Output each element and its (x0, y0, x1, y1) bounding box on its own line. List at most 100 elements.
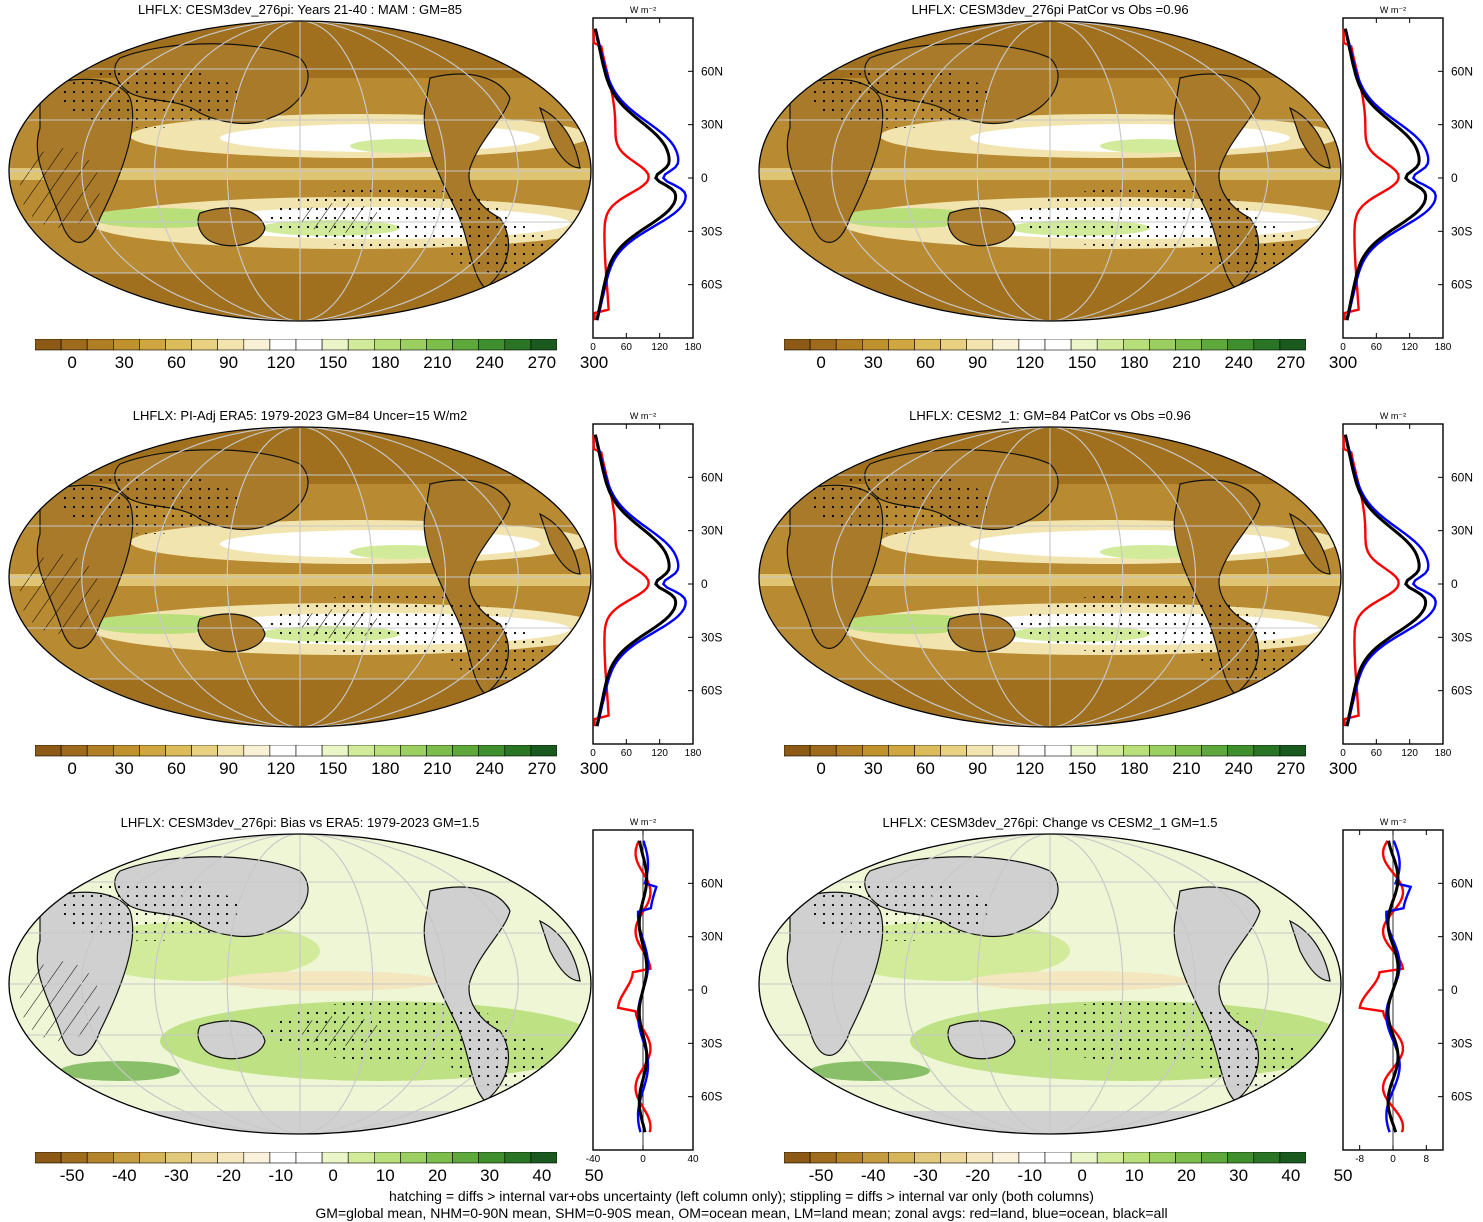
colorbar-swatch (1097, 745, 1123, 756)
colorbar-label: 210 (412, 353, 462, 373)
colorbar-label: 120 (1005, 353, 1055, 373)
colorbar-swatch (218, 1152, 244, 1163)
colorbar-label: 90 (953, 353, 1003, 373)
colorbar-swatch (270, 339, 296, 350)
colorbar-label: 40 (1266, 1166, 1316, 1186)
colorbar-swatch (915, 745, 941, 756)
zonal-x-tick: 120 (651, 748, 668, 759)
colorbar-swatch (296, 1152, 322, 1163)
colorbar-label: 270 (1266, 759, 1316, 779)
colorbar-swatch (400, 1152, 426, 1163)
robinson-map-bias (0, 831, 600, 1141)
colorbar-swatch (427, 1152, 453, 1163)
colorbar-swatch (531, 1152, 557, 1163)
colorbar-swatch (1149, 339, 1175, 350)
zonal-lat-tick: 60N (1451, 470, 1473, 484)
zonal-units-label: W m⁻² (1380, 411, 1406, 421)
zonal-lat-tick: 0 (701, 983, 708, 997)
colorbar-swatch (87, 339, 113, 350)
colorbar-label: -20 (953, 1166, 1003, 1186)
colorbar-label: -10 (1005, 1166, 1055, 1186)
colorbar-label: 10 (1109, 1166, 1159, 1186)
colorbar-swatch (1254, 745, 1280, 756)
colorbar-swatch (784, 1152, 810, 1163)
colorbar-swatch (1097, 339, 1123, 350)
zonal-x-tick: 40 (687, 1154, 699, 1165)
zonal-lat-tick: 30S (1451, 1036, 1472, 1050)
colorbar-swatch (427, 745, 453, 756)
colorbar-swatch (192, 1152, 218, 1163)
colorbar-label: 120 (1005, 759, 1055, 779)
colorbar-swatch (1149, 745, 1175, 756)
zonal-x-tick: 180 (1435, 342, 1452, 353)
footer-note-1: hatching = diffs > internal var+obs unce… (0, 1188, 1483, 1205)
colorbar-swatch (1071, 745, 1097, 756)
colorbar-swatch (244, 339, 270, 350)
zonal-lat-tick: 60N (1451, 64, 1473, 78)
colorbar-label: -20 (204, 1166, 254, 1186)
zonal-line-blue (1346, 435, 1436, 727)
robinson-map-change (750, 831, 1350, 1141)
zonal-x-tick: 60 (621, 748, 633, 759)
colorbar-label: 240 (1214, 353, 1264, 373)
zonal-units-label: W m⁻² (1380, 817, 1406, 827)
zonal-x-tick: 60 (621, 342, 633, 353)
colorbar-swatch (61, 339, 87, 350)
zonal-lat-tick: 30N (1451, 524, 1473, 538)
zonal-x-tick: 0 (590, 748, 596, 759)
zonal-line-red (594, 29, 649, 321)
zonal-lat-tick: 30S (701, 224, 722, 238)
colorbar-swatch (296, 339, 322, 350)
colorbar-swatch (244, 745, 270, 756)
colorbar-label: 270 (1266, 353, 1316, 373)
colorbar-swatch (322, 745, 348, 756)
colorbar-swatch (453, 339, 479, 350)
colorbar-label: 20 (412, 1166, 462, 1186)
colorbar-swatch (505, 339, 531, 350)
colorbar-swatch (453, 745, 479, 756)
zonal-lat-tick: 60N (1451, 876, 1473, 890)
zonal-lat-tick: 60S (701, 1090, 722, 1104)
panel-title-4: LHFLX: CESM2_1: GM=84 PatCor vs Obs =0.9… (750, 408, 1350, 423)
zonal-lat-tick: 0 (1451, 983, 1458, 997)
zonal-x-tick: 120 (1401, 342, 1418, 353)
colorbar-label: 50 (569, 1166, 619, 1186)
colorbar-swatch (113, 339, 139, 350)
zonal-x-tick: 8 (1424, 1154, 1430, 1165)
colorbar-label: 300 (569, 353, 619, 373)
colorbar-swatch (888, 1152, 914, 1163)
colorbar-swatch (61, 1152, 87, 1163)
zonal-x-tick: 0 (1340, 748, 1346, 759)
colorbar-swatch (1280, 1152, 1306, 1163)
colorbar-swatch (1045, 745, 1071, 756)
colorbar-label: 120 (256, 759, 306, 779)
colorbar-swatch (374, 1152, 400, 1163)
colorbar-label: 60 (900, 353, 950, 373)
colorbar-label: 60 (151, 759, 201, 779)
zonal-units-label: W m⁻² (630, 817, 656, 827)
panel-title-6: LHFLX: CESM3dev_276pi: Change vs CESM2_1… (750, 815, 1350, 830)
zonal-lat-tick: 60S (1451, 278, 1472, 292)
zonal-lat-tick: 30N (1451, 930, 1473, 944)
colorbar-swatch (993, 745, 1019, 756)
colorbar-swatch (1019, 339, 1045, 350)
zonal-line-red (594, 435, 649, 727)
colorbar-label: 240 (1214, 759, 1264, 779)
colorbar-label: 30 (1214, 1166, 1264, 1186)
colorbar-swatch (810, 339, 836, 350)
colorbar-label: 30 (99, 759, 149, 779)
colorbar-swatch (1071, 339, 1097, 350)
colorbar-label: 60 (900, 759, 950, 779)
colorbar-swatch (915, 1152, 941, 1163)
colorbar-swatch (296, 745, 322, 756)
colorbar-swatch (1280, 339, 1306, 350)
colorbar-label: 90 (204, 353, 254, 373)
colorbar-label: -50 (47, 1166, 97, 1186)
zonal-x-tick: 60 (1371, 748, 1383, 759)
colorbar-label: 150 (308, 353, 358, 373)
colorbar-swatch (192, 745, 218, 756)
